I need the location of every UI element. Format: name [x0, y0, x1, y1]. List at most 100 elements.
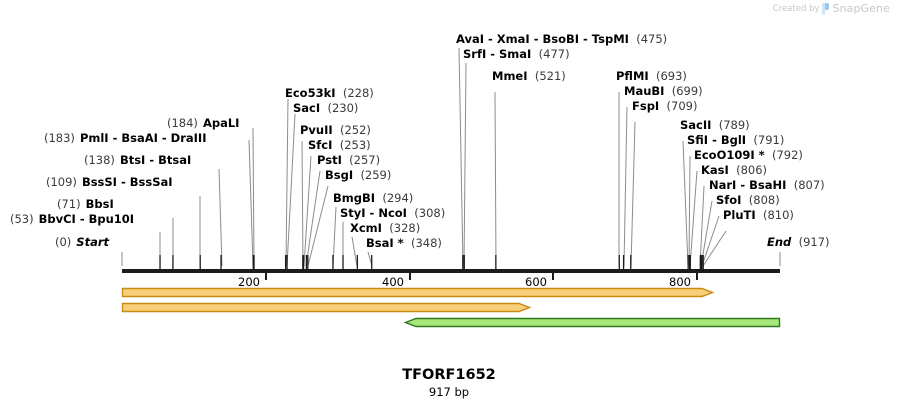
site-label-nari-bsahi[interactable]: NarI - BsaHI (807): [709, 179, 825, 192]
site-position: (228): [342, 86, 374, 100]
leader-lines: [121, 47, 781, 269]
site-position: (308): [414, 206, 446, 220]
site-position: (230): [327, 101, 359, 115]
snapgene-watermark: Created by SnapGene: [773, 2, 890, 15]
site-label-styi-ncoi[interactable]: StyI - NcoI (308): [340, 207, 445, 220]
ruler-tick-label-400: 400: [382, 275, 404, 289]
site-position: (294): [382, 191, 414, 205]
site-label-psti[interactable]: PstI (257): [317, 154, 380, 167]
site-enzymes: KasI: [701, 163, 729, 177]
site-position: (348): [410, 236, 442, 250]
site-label-sacii[interactable]: SacII (789): [680, 119, 750, 132]
site-enzymes: PluTI: [723, 208, 756, 222]
site-position: (792): [771, 148, 803, 162]
site-position: (791): [753, 133, 785, 147]
start-label: (0) Start: [55, 236, 109, 249]
site-label-pluti[interactable]: PluTI (810): [723, 209, 794, 222]
site-position: (109): [46, 175, 77, 189]
site-position: (709): [666, 99, 698, 113]
feature-arrow-green-1[interactable]: [403, 317, 781, 328]
site-enzymes: SfoI: [716, 193, 742, 207]
site-enzymes: MmeI: [492, 69, 528, 83]
site-label-avai[interactable]: AvaI - XmaI - BsoBI - TspMI (475): [456, 33, 667, 46]
sequence-title: TFORF1652: [402, 367, 496, 383]
feature-arrow-orange-1[interactable]: [121, 287, 715, 298]
site-position: (521): [534, 69, 566, 83]
site-enzymes: BbvCI - Bpu10I: [38, 212, 135, 226]
site-position: (808): [748, 193, 780, 207]
site-label-saci[interactable]: SacI (230): [293, 102, 358, 115]
site-label-sfii-bgli[interactable]: SfiI - BglI (791): [687, 134, 784, 147]
site-position: (699): [671, 84, 703, 98]
site-label-pvuii[interactable]: PvuII (252): [300, 124, 371, 137]
site-enzymes: PstI: [317, 153, 342, 167]
start-text: Start: [76, 235, 110, 249]
site-enzymes: PflMI: [616, 69, 649, 83]
site-position: (252): [339, 123, 371, 137]
site-position: (810): [763, 208, 794, 222]
site-position: (184): [167, 116, 198, 130]
site-label-bbvci[interactable]: (53) BbvCI - Bpu10I: [10, 213, 134, 226]
start-position: (0): [55, 235, 72, 249]
site-label-xcmi[interactable]: XcmI (328): [350, 222, 420, 235]
site-label-mmei[interactable]: MmeI (521): [492, 70, 566, 83]
site-position: (806): [736, 163, 768, 177]
site-position: (138): [84, 153, 115, 167]
feature-arrow-orange-2[interactable]: [121, 302, 532, 313]
site-enzymes: NarI - BsaHI: [709, 178, 787, 192]
site-enzymes: EcoO109I *: [694, 148, 765, 162]
site-enzymes: SacI: [293, 101, 321, 115]
site-label-pflmi[interactable]: PflMI (693): [616, 70, 687, 83]
ruler-tick-400: [409, 272, 411, 280]
site-position: (253): [339, 138, 371, 152]
site-label-ecoo109i[interactable]: EcoO109I * (792): [694, 149, 803, 162]
site-position: (257): [349, 153, 381, 167]
site-label-eco53ki[interactable]: Eco53kI (228): [285, 87, 374, 100]
site-enzymes: BssSI - BssSaI: [81, 175, 173, 189]
site-label-maubi[interactable]: MauBI (699): [624, 85, 703, 98]
site-enzymes: SfiI - BglI: [687, 133, 747, 147]
watermark-created-by-label: Created by: [772, 3, 820, 14]
site-enzymes: BmgBI: [333, 191, 376, 205]
site-label-bmgbi[interactable]: BmgBI (294): [333, 192, 413, 205]
site-position: (259): [360, 168, 392, 182]
site-label-apali[interactable]: (184) ApaLI: [167, 117, 239, 130]
site-position: (53): [10, 212, 34, 226]
site-label-bbsi[interactable]: (71) BbsI: [57, 198, 114, 211]
site-label-fspi[interactable]: FspI (709): [632, 100, 697, 113]
site-label-bsssi[interactable]: (109) BssSI - BssSaI: [46, 176, 173, 189]
site-enzymes: ApaLI: [202, 116, 240, 130]
site-label-bsgi[interactable]: BsgI (259): [325, 169, 391, 182]
site-enzymes: BtsI - BtsaI: [119, 153, 192, 167]
site-label-kasi[interactable]: KasI (806): [701, 164, 767, 177]
site-enzymes: BbsI: [85, 197, 114, 211]
site-position: (693): [656, 69, 687, 83]
site-enzymes: SrfI - SmaI: [463, 47, 532, 61]
site-label-btsi[interactable]: (138) BtsI - BtsaI: [84, 154, 191, 167]
sequence-axis: [122, 269, 780, 273]
end-label: End (917): [767, 236, 830, 249]
sequence-length: 917 bp: [428, 385, 470, 399]
site-position: (807): [793, 178, 825, 192]
site-position: (477): [538, 47, 570, 61]
site-label-sfci[interactable]: SfcI (253): [308, 139, 371, 152]
site-label-bsai[interactable]: BsaI * (348): [366, 237, 442, 250]
site-position: (183): [44, 131, 75, 145]
site-enzymes: Eco53kI: [285, 86, 336, 100]
site-label-sfoi[interactable]: SfoI (808): [716, 194, 780, 207]
site-enzymes: BsaI *: [366, 236, 404, 250]
site-enzymes: FspI: [632, 99, 660, 113]
site-label-pmli[interactable]: (183) PmlI - BsaAI - DraIII: [44, 132, 207, 145]
site-enzymes: SfcI: [308, 138, 333, 152]
site-position: (71): [57, 197, 81, 211]
snapgene-logo-icon: [822, 2, 830, 15]
site-label-srfi-smai[interactable]: SrfI - SmaI (477): [463, 48, 570, 61]
ruler-tick-800: [696, 272, 698, 280]
ruler-tick-label-600: 600: [525, 275, 547, 289]
end-position: (917): [798, 235, 830, 249]
site-enzymes: AvaI - XmaI - BsoBI - TspMI: [456, 32, 629, 46]
ruler-tick-600: [552, 272, 554, 280]
site-enzymes: PmlI - BsaAI - DraIII: [79, 131, 207, 145]
site-enzymes: MauBI: [624, 84, 665, 98]
